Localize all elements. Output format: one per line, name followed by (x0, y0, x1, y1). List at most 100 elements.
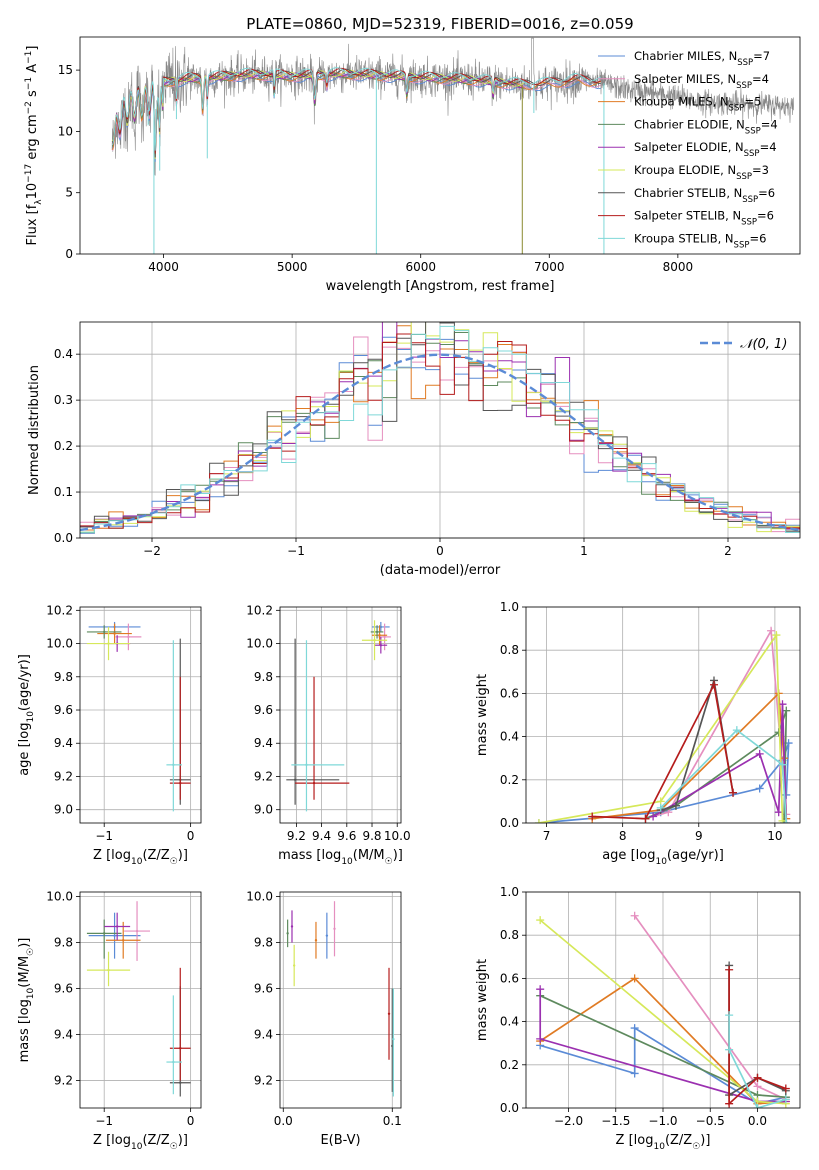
data-point (305, 763, 308, 767)
y-tick-label: 0.0 (500, 1101, 519, 1115)
weight-marker (732, 726, 741, 735)
y-tick-label: 0.2 (500, 773, 519, 787)
y-axis-label: mass weight (475, 959, 490, 1041)
spectrum-legend: Chabrier MILES, NSSP=7 Salpeter MILES, NS… (598, 49, 778, 250)
x-tick-label: 9.2 (287, 829, 306, 843)
x-tick-label: 7 (543, 829, 551, 843)
y-tick-label: 9.0 (54, 803, 73, 817)
data-point (179, 1081, 182, 1084)
x-tick-label: 9 (695, 829, 703, 843)
data-point (333, 927, 336, 930)
data-point (392, 1037, 395, 1041)
y-tick-label: 0.3 (54, 393, 73, 407)
data-point (115, 925, 119, 928)
y-tick-label: 9.6 (254, 703, 273, 717)
overlay: 0.0 0.1 9.2 9.4 9.6 9.8 10.0 E(B-V) (246, 890, 402, 1148)
axes-frame (525, 606, 801, 824)
y-tick-label: 0.0 (500, 816, 519, 830)
weight-marker (778, 700, 787, 709)
y-tick-label: 9.8 (54, 670, 73, 684)
plot-area (536, 911, 790, 1108)
weight-marker (671, 801, 680, 810)
y-tick-label: 10.0 (246, 890, 273, 904)
y-tick-label: 10 (58, 124, 73, 138)
y-axis-label: age [log10(age/yr)] (17, 654, 36, 776)
x-tick-label: 6000 (405, 260, 436, 274)
plot-area (86, 621, 191, 812)
weight-marker (709, 680, 718, 689)
x-tick-label: 9.8 (362, 829, 381, 843)
data-point (103, 932, 106, 935)
data-point (172, 1060, 175, 1064)
y-tick-label: 0.6 (500, 971, 519, 985)
plot-area (286, 620, 391, 812)
model-line-salpeter-elodie (111, 70, 524, 159)
y-tick-label: 10.0 (46, 890, 73, 904)
x-tick-label: 4000 (148, 260, 179, 274)
panel-spectrum: 4000 5000 6000 7000 8000 0 5 10 15 wavelength [An… (24, 36, 801, 294)
data-point (293, 778, 297, 781)
y-tick-label: 9.8 (254, 936, 273, 950)
axes-frame (79, 36, 801, 255)
y-axis-label: Normed distribution (27, 365, 42, 495)
panel-weight-vs-Z: −2.0 −1.5 −1.0 −0.5 0.0 0.0 0.2 0.4 0.6 0.8 1.0 Z [… (475, 885, 801, 1152)
weight-marker (536, 985, 545, 994)
y-tick-label: 9.2 (54, 1073, 73, 1087)
axes-frame (79, 606, 202, 824)
model-line-salpeter-miles (111, 73, 601, 159)
y-tick-label: 9.6 (254, 982, 273, 996)
data-point (387, 1012, 391, 1015)
y-tick-label: 10.0 (46, 637, 73, 651)
y-tick-label: 9.6 (54, 982, 73, 996)
x-tick-label: 0.0 (748, 1114, 767, 1128)
data-point (314, 939, 318, 942)
weight-marker (725, 965, 734, 974)
weight-marker (781, 1095, 790, 1104)
plot-area (80, 322, 800, 534)
plot-area (534, 626, 793, 823)
panel-mass-vs-Z: −1 0 9.2 9.4 9.6 9.8 10.0 Z [log10(Z/Z☉)] mass [… (17, 890, 202, 1152)
data-point (172, 763, 175, 767)
weight-line-salpeter-stelib (592, 682, 734, 820)
x-tick-label: 0 (436, 544, 444, 558)
weight-marker (641, 814, 650, 823)
weight-marker (778, 760, 787, 769)
weight-marker (778, 816, 787, 823)
axes-frame (79, 321, 801, 539)
x-axis-label: age [log10(age/yr)] (602, 848, 724, 867)
y-tick-label: 9.8 (54, 936, 73, 950)
weight-marker (772, 631, 781, 640)
x-tick-label: −1 (287, 544, 305, 558)
axes-frame (525, 891, 801, 1109)
legend-entry: Kroupa STELIB, NSSP=6 (634, 231, 766, 250)
x-tick-label: 8 (619, 829, 627, 843)
x-tick-label: 9.6 (337, 829, 356, 843)
y-tick-label: 0.4 (54, 347, 73, 361)
y-tick-label: 9.4 (254, 736, 273, 750)
data-point (107, 968, 110, 972)
normal-distribution-curve (80, 353, 800, 532)
weight-marker (729, 788, 738, 797)
x-tick-label: 0.1 (383, 1114, 402, 1128)
data-point (107, 642, 110, 645)
model-line-kroupa-stelib (111, 67, 601, 151)
weight-marker (755, 749, 764, 758)
x-axis-label: Z [log10(Z/Z☉)] (93, 1133, 188, 1152)
y-axis-label: mass weight (475, 674, 490, 756)
y-tick-label: 0.4 (500, 730, 519, 744)
weight-marker (725, 1045, 734, 1054)
y-tick-label: 10.2 (46, 603, 73, 617)
weight-marker (767, 626, 776, 635)
weight-marker (656, 803, 665, 812)
data-point (379, 625, 383, 629)
data-point (122, 939, 125, 942)
weight-marker (630, 974, 639, 983)
legend-entry: Kroupa MILES, NSSP=5 (634, 95, 761, 114)
y-tick-label: 9.2 (254, 769, 273, 783)
overlay: −1 0 9.2 9.4 9.6 9.8 10.0 Z [log10(Z/Z☉)] mass [… (17, 890, 202, 1152)
legend-entry: Chabrier ELODIE, NSSP=4 (634, 117, 778, 136)
data-point (286, 932, 289, 935)
y-tick-label: 0.1 (54, 485, 73, 499)
x-tick-label: 5000 (277, 260, 308, 274)
y-tick-label: 9.8 (254, 670, 273, 684)
